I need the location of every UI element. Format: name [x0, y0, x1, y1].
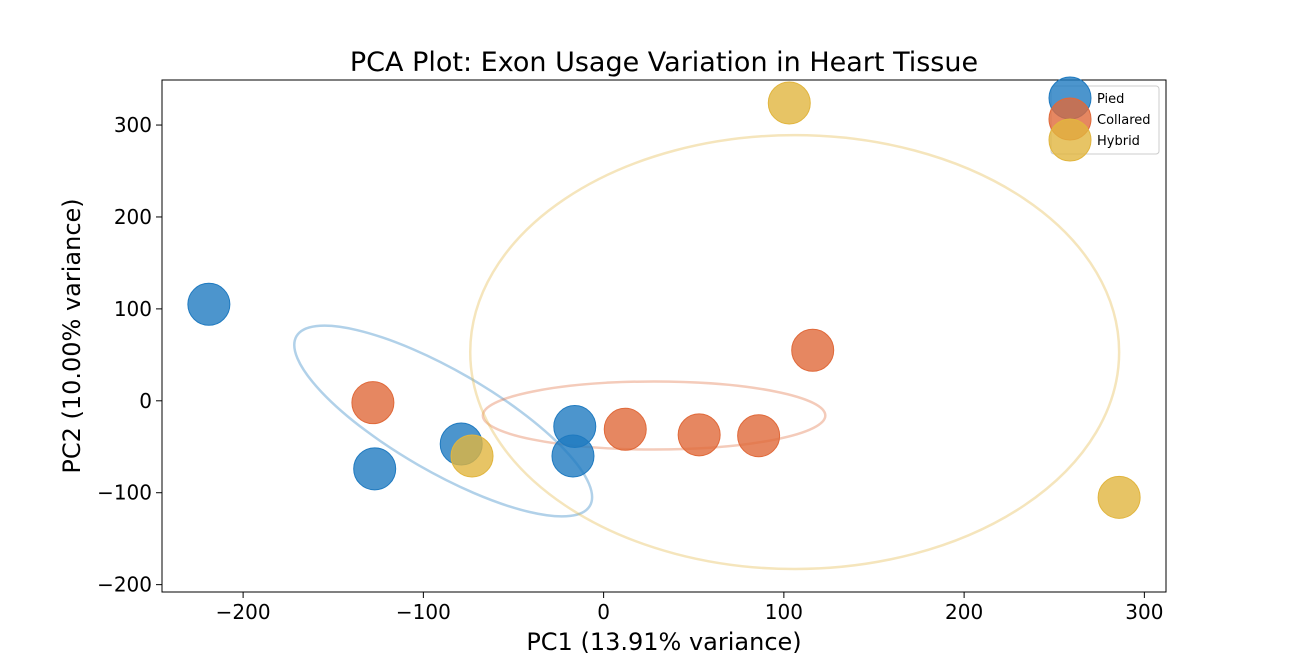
- legend-label-hybrid: Hybrid: [1097, 134, 1140, 149]
- ellipse-pied: [293, 324, 594, 518]
- point-collared-3: [677, 413, 721, 457]
- x-tick-label: 0: [597, 600, 610, 624]
- point-pied-5: [551, 434, 595, 478]
- legend: Pied Collared Hybrid: [1048, 76, 1160, 162]
- y-tick-label: 100: [114, 297, 152, 321]
- y-tick-label: −100: [97, 481, 152, 505]
- x-tick-label: −200: [216, 600, 271, 624]
- legend-label-pied: Pied: [1097, 92, 1124, 107]
- x-tick-label: 300: [1125, 600, 1163, 624]
- y-tick-label: 300: [114, 113, 152, 137]
- x-tick-label: 200: [945, 600, 983, 624]
- confidence-ellipses: [293, 133, 1121, 571]
- y-tick-label: 200: [114, 205, 152, 229]
- point-collared-2: [603, 407, 647, 451]
- x-tick-label: 100: [765, 600, 803, 624]
- x-axis-ticks: −200 −100 0 100 200 300: [216, 592, 1163, 624]
- point-collared-4: [737, 414, 781, 458]
- y-axis-label: PC2 (10.00% variance): [58, 198, 86, 473]
- point-hybrid-3: [1097, 475, 1141, 519]
- data-points: [187, 81, 1141, 519]
- x-tick-label: −100: [396, 600, 451, 624]
- point-hybrid-1: [450, 434, 494, 478]
- y-axis-ticks: −200 −100 0 100 200 300: [97, 113, 162, 597]
- ellipse-collared: [481, 380, 827, 451]
- x-axis-label: PC1 (13.91% variance): [526, 628, 801, 656]
- point-pied-1: [187, 282, 231, 326]
- legend-label-collared: Collared: [1097, 113, 1151, 128]
- plot-area-frame: [161, 79, 1167, 593]
- point-collared-5: [791, 328, 835, 372]
- legend-marker-hybrid: [1048, 118, 1092, 162]
- chart-title: PCA Plot: Exon Usage Variation in Heart …: [350, 47, 978, 78]
- point-pied-2: [353, 447, 397, 491]
- y-tick-label: 0: [139, 389, 152, 413]
- ellipse-hybrid: [468, 133, 1121, 571]
- y-tick-label: −200: [97, 573, 152, 597]
- point-hybrid-2: [767, 81, 811, 125]
- point-collared-1: [351, 381, 395, 425]
